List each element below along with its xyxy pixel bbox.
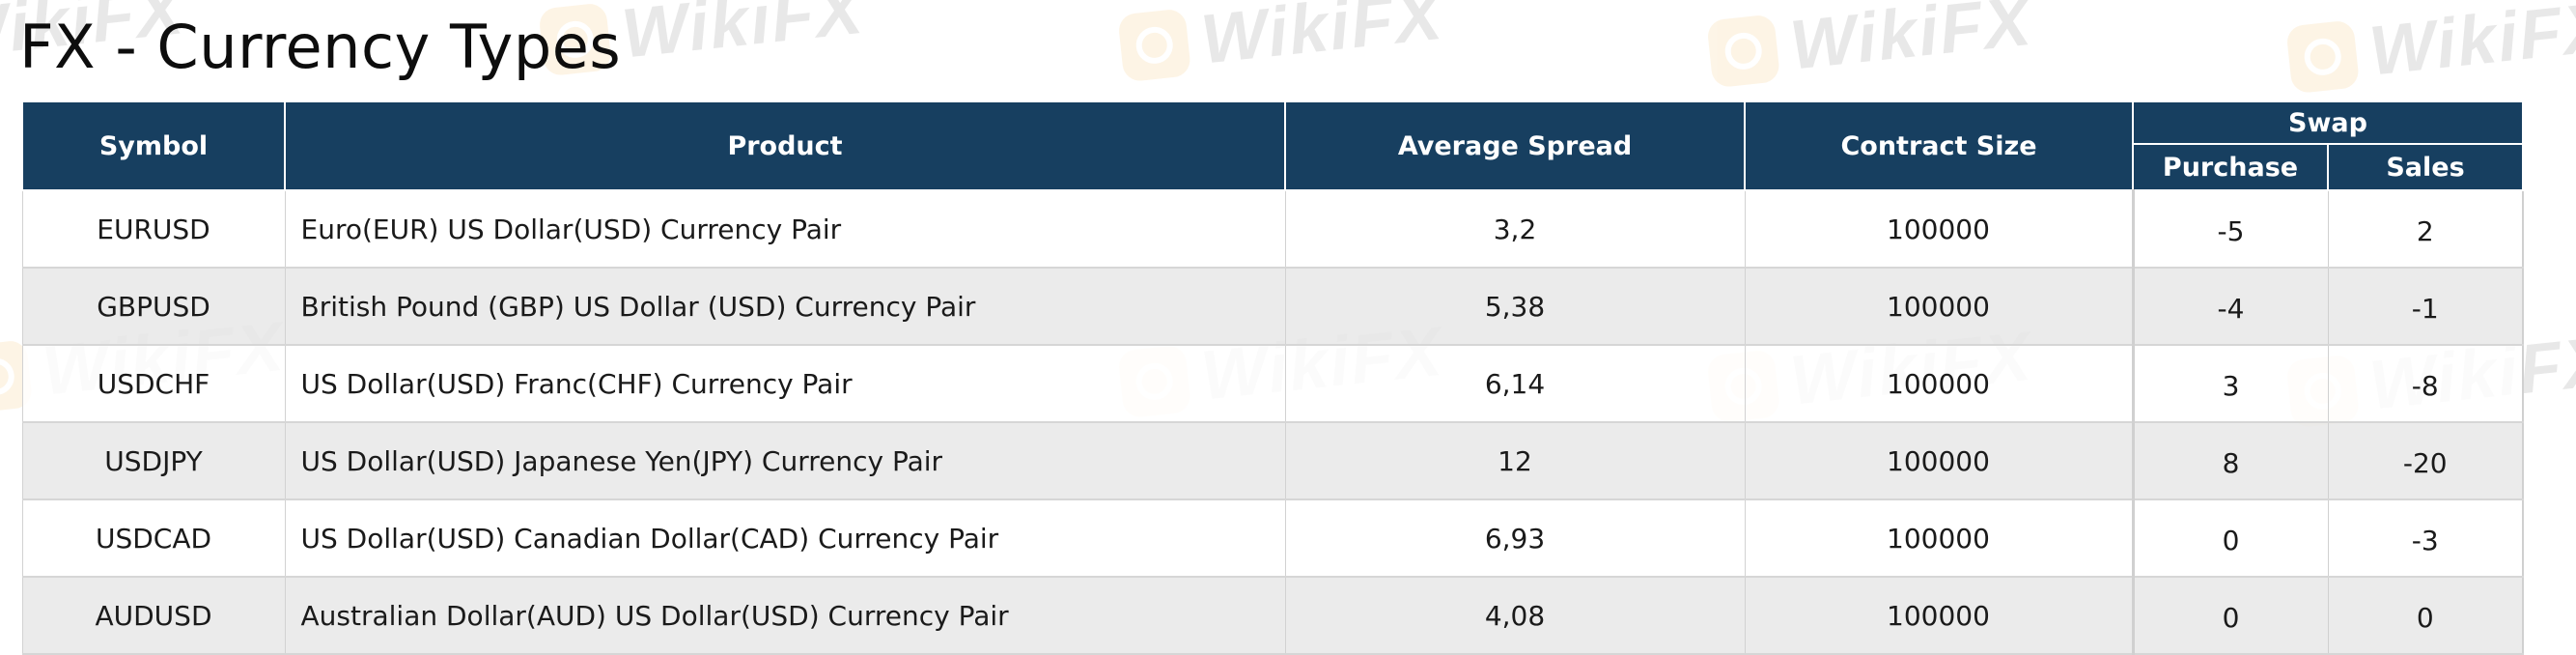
cell-symbol: USDCAD [21, 499, 286, 578]
cell-swap-purchase: -4 [2131, 268, 2329, 346]
cell-product: US Dollar(USD) Japanese Yen(JPY) Currenc… [284, 422, 1286, 500]
header-product: Product [284, 100, 1286, 191]
cell-swap-purchase: 0 [2131, 499, 2329, 578]
watermark-logo-icon [1706, 14, 1781, 89]
swap-sales-value: -1 [2411, 292, 2439, 325]
currency-table: Symbol Product Average Spread Contract S… [21, 100, 2524, 655]
header-contract-size: Contract Size [1744, 100, 2134, 191]
cell-swap-sales: -3 [2327, 499, 2524, 578]
watermark-logo-icon [1117, 8, 1192, 83]
cell-symbol: EURUSD [21, 190, 286, 269]
cell-contract-size: 100000 [1744, 190, 2134, 269]
table-row: USDCHF US Dollar(USD) Franc(CHF) Currenc… [21, 345, 2524, 423]
cell-product: US Dollar(USD) Canadian Dollar(CAD) Curr… [284, 499, 1286, 578]
swap-purchase-value: 0 [2222, 524, 2240, 556]
watermark-text: WikiFX [1197, 0, 1447, 79]
cell-swap-purchase: -5 [2131, 190, 2329, 269]
swap-sales-value: -3 [2411, 524, 2439, 556]
swap-sales-value: 2 [2416, 214, 2434, 247]
cell-swap-purchase: 0 [2131, 577, 2329, 655]
cell-symbol: GBPUSD [21, 268, 286, 346]
swap-purchase-value: -5 [2217, 214, 2245, 247]
swap-purchase-value: 8 [2222, 446, 2240, 479]
cell-contract-size: 100000 [1744, 499, 2134, 578]
watermark: WikiFX [1706, 0, 2036, 94]
cell-swap-sales: 0 [2327, 577, 2524, 655]
cell-average-spread: 6,14 [1284, 345, 1746, 423]
cell-average-spread: 6,93 [1284, 499, 1746, 578]
table-row: USDJPY US Dollar(USD) Japanese Yen(JPY) … [21, 422, 2524, 500]
table-header: Symbol Product Average Spread Contract S… [21, 100, 2524, 191]
cell-swap-purchase: 8 [2131, 422, 2329, 500]
header-swap-purchase: Purchase [2132, 143, 2329, 191]
cell-average-spread: 4,08 [1284, 577, 1746, 655]
cell-symbol: USDJPY [21, 422, 286, 500]
cell-contract-size: 100000 [1744, 422, 2134, 500]
cell-product: US Dollar(USD) Franc(CHF) Currency Pair [284, 345, 1286, 423]
cell-swap-sales: 2 [2327, 190, 2524, 269]
cell-average-spread: 12 [1284, 422, 1746, 500]
cell-contract-size: 100000 [1744, 268, 2134, 346]
cell-contract-size: 100000 [1744, 345, 2134, 423]
cell-product: Australian Dollar(AUD) US Dollar(USD) Cu… [284, 577, 1286, 655]
swap-sales-value: -8 [2411, 369, 2439, 402]
header-symbol: Symbol [21, 100, 286, 191]
header-swap-sales: Sales [2327, 143, 2524, 191]
swap-sales-value: -20 [2402, 446, 2448, 479]
cell-swap-purchase: 3 [2131, 345, 2329, 423]
header-average-spread: Average Spread [1284, 100, 1746, 191]
cell-product: British Pound (GBP) US Dollar (USD) Curr… [284, 268, 1286, 346]
watermark-logo-icon [2285, 19, 2361, 95]
cell-average-spread: 3,2 [1284, 190, 1746, 269]
cell-symbol: USDCHF [21, 345, 286, 423]
swap-purchase-value: 3 [2222, 369, 2240, 402]
table-row: AUDUSD Australian Dollar(AUD) US Dollar(… [21, 577, 2524, 655]
watermark-text: WikiFX [618, 0, 868, 73]
table-row: GBPUSD British Pound (GBP) US Dollar (US… [21, 268, 2524, 346]
table-row: EURUSD Euro(EUR) US Dollar(USD) Currency… [21, 190, 2524, 269]
cell-symbol: AUDUSD [21, 577, 286, 655]
cell-contract-size: 100000 [1744, 577, 2134, 655]
swap-purchase-value: 0 [2222, 601, 2240, 634]
watermark: WikiFX [1117, 0, 1447, 88]
page-title: FX - Currency Types [19, 12, 622, 82]
watermark-text: WikiFX [2366, 0, 2576, 91]
header-swap: Swap [2132, 100, 2524, 145]
cell-product: Euro(EUR) US Dollar(USD) Currency Pair [284, 190, 1286, 269]
swap-purchase-value: -4 [2217, 292, 2245, 325]
cell-average-spread: 5,38 [1284, 268, 1746, 346]
cell-swap-sales: -1 [2327, 268, 2524, 346]
table-row: USDCAD US Dollar(USD) Canadian Dollar(CA… [21, 499, 2524, 578]
cell-swap-sales: -20 [2327, 422, 2524, 500]
watermark: WikiFX [2285, 0, 2576, 100]
cell-swap-sales: -8 [2327, 345, 2524, 423]
swap-sales-value: 0 [2416, 601, 2434, 634]
table-body: EURUSD Euro(EUR) US Dollar(USD) Currency… [21, 190, 2524, 655]
watermark-text: WikiFX [1786, 0, 2036, 85]
